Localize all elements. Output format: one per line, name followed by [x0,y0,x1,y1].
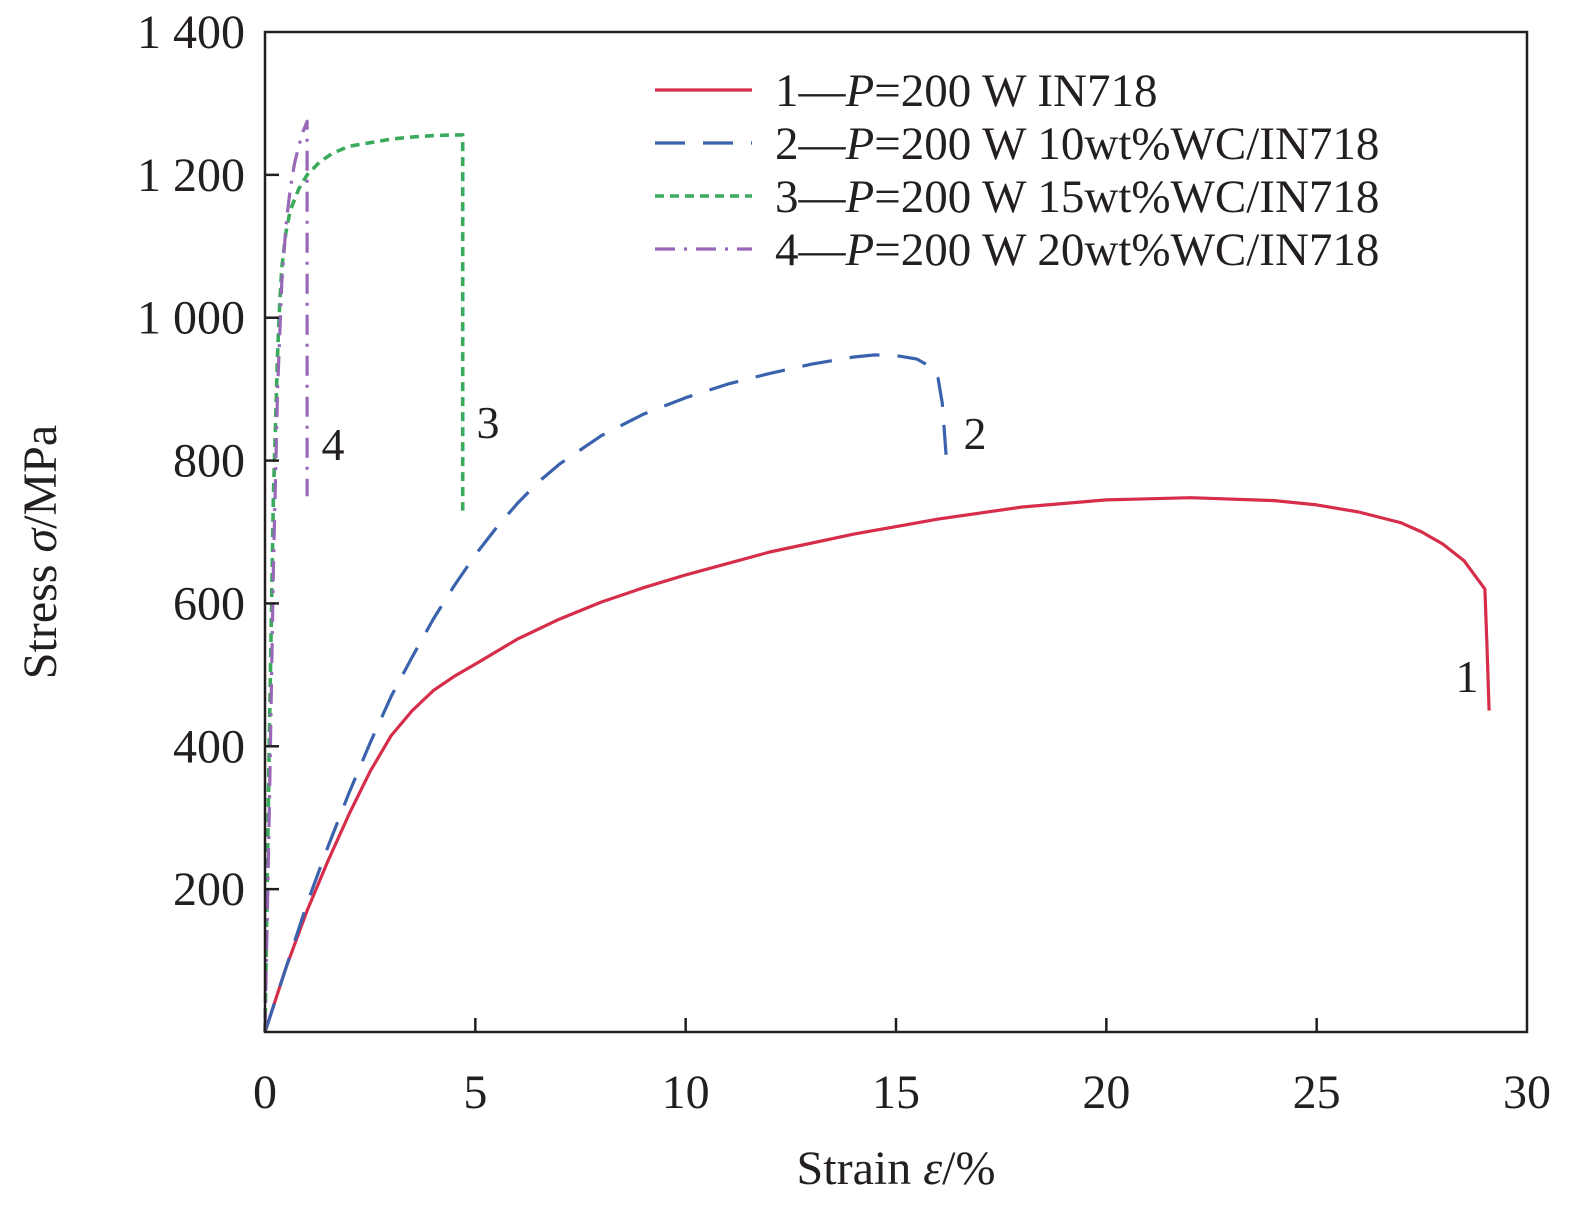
y-tick-label: 400 [173,720,245,773]
x-tick-label: 25 [1293,1066,1341,1119]
curve-label-2: 2 [964,408,987,459]
x-tick-label: 20 [1082,1066,1130,1119]
axis-tick-labels: 0 5 10 15 20 25 30 200 400 600 800 1 000 1 200 1 400 [137,6,1551,1119]
y-tick-label: 800 [173,435,245,488]
series-1-line [263,496,1491,1033]
series-curves [263,119,1491,1033]
legend-label-4: 4—P=200 W 20wt%WC/IN718 [775,224,1379,276]
x-tick-label: 10 [662,1066,710,1119]
curve-label-4: 4 [322,419,345,470]
y-tick-label: 1 000 [137,292,245,345]
axis-ticks [265,173,1318,1032]
legend-label-3: 3—P=200 W 15wt%WC/IN718 [775,171,1379,223]
series-3-line [263,133,465,1033]
curve-label-1: 1 [1456,651,1479,702]
series-2-line [263,353,949,1033]
y-tick-label: 1 200 [137,149,245,202]
curve-end-labels: 1 2 3 4 [322,397,1479,702]
y-tick-label: 200 [173,863,245,916]
curve-label-3: 3 [477,397,500,448]
legend-label-1: 1—P=200 W IN718 [775,65,1157,117]
y-tick-label: 1 400 [137,6,245,59]
y-axis-title: Stress σ/MPa [14,425,67,679]
series-4-line [263,119,309,1033]
x-tick-label: 30 [1503,1066,1551,1119]
x-axis-title: Strain ε/% [797,1142,996,1195]
legend-label-2: 2—P=200 W 10wt%WC/IN718 [775,118,1379,170]
x-tick-label: 5 [463,1066,487,1119]
y-tick-label: 600 [173,577,245,630]
x-tick-label: 0 [253,1066,277,1119]
x-tick-label: 15 [872,1066,920,1119]
